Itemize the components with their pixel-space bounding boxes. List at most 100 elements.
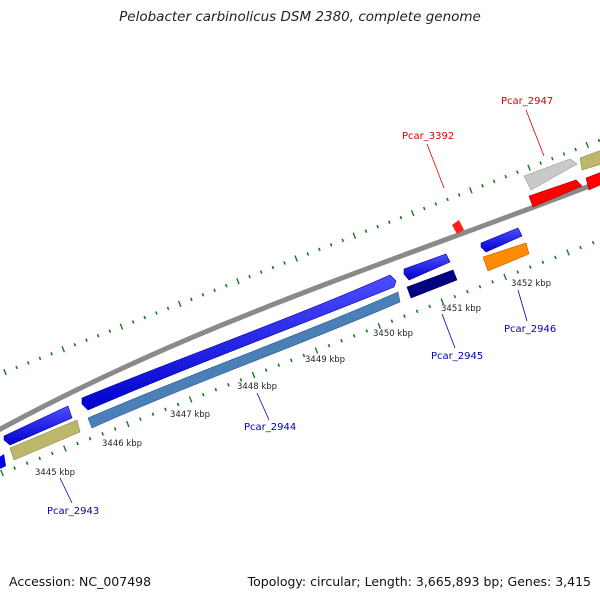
gene-label-pcar-2947: Pcar_2947 bbox=[501, 96, 553, 107]
scale-tick bbox=[283, 261, 286, 265]
scale-tick bbox=[434, 202, 438, 206]
scale-tick bbox=[327, 343, 331, 348]
gene-labels: Pcar_2947 Pcar_3392 Pcar_2946 Pcar_2945 … bbox=[47, 96, 556, 517]
scale-tick bbox=[422, 206, 426, 211]
scale-tick bbox=[491, 280, 494, 284]
scale-tick bbox=[88, 436, 92, 441]
scale-tick bbox=[76, 441, 79, 446]
scale-tick bbox=[318, 247, 321, 252]
leader-pcar-2945 bbox=[441, 313, 456, 349]
gene-steelblue bbox=[87, 291, 401, 429]
scale-tick bbox=[294, 255, 298, 262]
scale-tick bbox=[264, 368, 268, 372]
scale-tick bbox=[399, 215, 403, 220]
genome-backbone bbox=[0, 179, 600, 433]
gene-lane-blue bbox=[0, 227, 523, 469]
scale-tick bbox=[597, 138, 600, 143]
leader-pcar-2946 bbox=[517, 289, 528, 322]
scale-tick bbox=[341, 238, 345, 243]
scale-tick bbox=[166, 306, 170, 311]
scale-tick bbox=[61, 346, 66, 353]
scale-tick bbox=[251, 371, 256, 379]
scale-tick bbox=[376, 224, 380, 229]
leader-pcar-2947 bbox=[525, 109, 545, 157]
scale-tick bbox=[50, 352, 53, 356]
scale-tick bbox=[562, 152, 566, 156]
scale-tick bbox=[390, 319, 394, 323]
scale-tick bbox=[38, 356, 42, 361]
scale-tick bbox=[190, 297, 193, 302]
scale-tick bbox=[214, 387, 218, 392]
scale-tick bbox=[585, 141, 590, 149]
scale-tick bbox=[13, 466, 16, 470]
gene-olive-lower bbox=[9, 419, 81, 461]
scale-tick bbox=[259, 270, 263, 274]
scale-tick bbox=[143, 315, 147, 320]
scale-label: 3446 kbp bbox=[102, 439, 142, 449]
leader-pcar-2943 bbox=[59, 477, 73, 504]
scale-tick bbox=[271, 265, 275, 270]
scale-tick bbox=[481, 184, 484, 188]
scale-tick bbox=[428, 304, 432, 309]
scale-tick bbox=[177, 300, 182, 308]
scale-tick bbox=[289, 358, 293, 363]
accession-text: Accession: NC_007498 bbox=[9, 574, 152, 589]
scale-tick bbox=[574, 147, 577, 152]
scale-tick bbox=[248, 274, 251, 279]
gene-orange bbox=[482, 242, 530, 272]
scale-label: 3447 kbp bbox=[170, 410, 210, 420]
gene-lane-second bbox=[9, 242, 530, 461]
scale-tick bbox=[201, 392, 205, 397]
scale-tick bbox=[277, 363, 281, 367]
gene-label-pcar-2946: Pcar_2946 bbox=[504, 324, 556, 335]
scale-tick bbox=[516, 170, 519, 174]
topology-summary: Topology: circular; Length: 3,665,893 bp… bbox=[247, 574, 591, 589]
scale-label: 3449 kbp bbox=[305, 355, 345, 365]
gene-pcar-3392 bbox=[452, 220, 464, 234]
scale-tick bbox=[213, 288, 216, 293]
scale-tick bbox=[155, 311, 158, 315]
scale-tick bbox=[125, 420, 130, 428]
scale-tick bbox=[579, 245, 582, 250]
scale-tick bbox=[176, 402, 180, 407]
scale-tick bbox=[113, 427, 117, 431]
scale-tick bbox=[329, 243, 333, 247]
gene-label-pcar-2943: Pcar_2943 bbox=[47, 506, 99, 517]
gene-navy bbox=[406, 269, 458, 299]
scale-tick bbox=[131, 320, 135, 324]
scale-tick bbox=[457, 193, 461, 197]
scale-tick bbox=[352, 232, 357, 240]
scale-tick bbox=[188, 396, 193, 403]
scale-tick bbox=[302, 353, 306, 358]
scale-tick bbox=[446, 197, 449, 202]
scale-tick bbox=[201, 293, 205, 297]
scale-label: 3451 kbp bbox=[441, 304, 481, 314]
gene-pcar-2944-blue bbox=[81, 274, 397, 411]
scale-tick bbox=[541, 260, 545, 265]
scale-label: 3452 kbp bbox=[511, 279, 551, 289]
scale-tick bbox=[96, 333, 100, 338]
scale-tick bbox=[387, 220, 391, 224]
scale-tick bbox=[364, 229, 368, 233]
scale-tick bbox=[38, 456, 42, 461]
forward-strand-genes bbox=[452, 150, 600, 234]
scale-tick bbox=[591, 240, 595, 245]
scale-tick bbox=[15, 365, 18, 370]
scale-tick bbox=[352, 334, 356, 338]
map-title: Pelobacter carbinolicus DSM 2380, comple… bbox=[119, 9, 481, 25]
gene-label-pcar-2945: Pcar_2945 bbox=[431, 351, 483, 362]
scale-label: 3445 kbp bbox=[35, 468, 75, 478]
gene-label-pcar-2944: Pcar_2944 bbox=[244, 422, 296, 433]
scale-tick bbox=[108, 329, 112, 333]
scale-tick bbox=[492, 179, 496, 184]
gene-label-leaders bbox=[59, 109, 545, 504]
tick-rows bbox=[0, 138, 600, 477]
scale-tick bbox=[227, 383, 230, 387]
scale-tick bbox=[224, 283, 228, 288]
scale-tick bbox=[503, 273, 507, 281]
scale-tick bbox=[0, 469, 4, 477]
gene-pcar-2946-blue bbox=[480, 227, 523, 253]
scale-tick bbox=[466, 289, 469, 294]
scale-tick bbox=[239, 378, 243, 382]
